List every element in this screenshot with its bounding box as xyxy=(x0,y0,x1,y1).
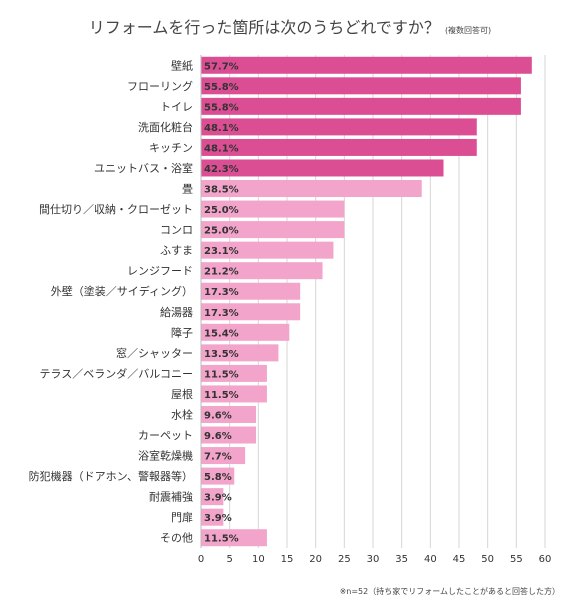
value-label: 42.3% xyxy=(204,164,239,175)
chart-title-block: リフォームを行った箇所は次のうちどれですか？ (複数回答可) xyxy=(0,14,580,38)
category-label: テラス／ベランダ／バルコニー xyxy=(39,366,193,380)
bar xyxy=(201,118,477,136)
category-label: 洗面化粧台 xyxy=(138,120,193,134)
value-label: 55.8% xyxy=(204,82,239,93)
bar xyxy=(201,323,290,341)
bar xyxy=(201,200,345,218)
x-tick-label: 40 xyxy=(424,554,437,565)
x-tick-label: 35 xyxy=(395,554,408,565)
category-label: 間仕切り／収納・クローゼット xyxy=(39,203,193,216)
category-label: 門扉 xyxy=(171,511,193,524)
value-label: 3.9% xyxy=(204,493,232,504)
bar xyxy=(201,77,521,95)
bar xyxy=(201,303,301,321)
bar xyxy=(201,529,267,547)
chart-title: リフォームを行った箇所は次のうちどれですか？ xyxy=(88,18,440,37)
category-label: 外壁（塗装／サイディング） xyxy=(51,284,193,298)
bar xyxy=(201,262,323,280)
bar xyxy=(201,180,422,198)
bar xyxy=(201,241,334,259)
category-label: その他 xyxy=(160,532,193,545)
chart-footnote: ※n=52（持ち家でリフォームしたことがあると回答した方） xyxy=(339,587,560,596)
value-label: 15.4% xyxy=(204,328,239,339)
bar xyxy=(201,426,257,444)
value-label: 5.8% xyxy=(204,472,232,483)
bar xyxy=(201,159,444,177)
value-label: 11.5% xyxy=(204,369,239,380)
category-label: 給湯器 xyxy=(160,305,193,319)
bar xyxy=(201,467,235,485)
bar xyxy=(201,508,224,526)
category-label: 窓／シャッター xyxy=(116,346,193,360)
bar xyxy=(201,138,477,156)
category-label: 防犯機器（ドアホン、警報器等） xyxy=(29,469,193,483)
category-label: 水栓 xyxy=(171,407,193,421)
x-tick-label: 10 xyxy=(252,554,265,565)
bar xyxy=(201,488,224,506)
x-tick-label: 15 xyxy=(281,554,294,565)
bar xyxy=(201,344,279,362)
category-label: 浴室乾燥機 xyxy=(138,449,193,463)
x-tick-label: 20 xyxy=(309,554,322,565)
bar xyxy=(201,97,521,115)
value-label: 17.3% xyxy=(204,287,239,298)
value-label: 38.5% xyxy=(204,185,239,196)
value-label: 21.2% xyxy=(204,267,239,278)
bar xyxy=(201,221,345,239)
value-label: 11.5% xyxy=(204,534,239,545)
value-label: 48.1% xyxy=(204,143,239,154)
category-label: フローリング xyxy=(127,79,193,93)
category-label: ユニットバス・浴室 xyxy=(94,161,193,175)
value-label: 57.7% xyxy=(204,61,239,72)
category-label: キッチン xyxy=(149,141,193,154)
value-label: 9.6% xyxy=(204,410,232,421)
value-label: 25.0% xyxy=(204,205,239,216)
bar xyxy=(201,385,267,403)
x-tick-label: 30 xyxy=(367,554,380,565)
x-tick-label: 5 xyxy=(226,554,232,565)
x-tick-label: 50 xyxy=(481,554,494,565)
value-label: 3.9% xyxy=(204,513,232,524)
x-tick-label: 45 xyxy=(453,554,466,565)
category-label: カーペット xyxy=(138,429,193,442)
chart-subtitle: (複数回答可) xyxy=(444,26,492,35)
x-tick-label: 60 xyxy=(539,554,552,565)
bar xyxy=(201,447,246,465)
value-label: 48.1% xyxy=(204,123,239,134)
bar xyxy=(201,56,532,74)
bar xyxy=(201,364,267,382)
category-label: 障子 xyxy=(171,325,193,339)
value-label: 7.7% xyxy=(204,452,232,463)
value-label: 9.6% xyxy=(204,431,232,442)
x-tick-label: 25 xyxy=(338,554,351,565)
category-label: 畳 xyxy=(182,183,193,196)
category-label: トイレ xyxy=(160,100,193,113)
value-label: 11.5% xyxy=(204,390,239,401)
bar xyxy=(201,405,257,423)
category-label: コンロ xyxy=(160,224,193,237)
x-tick-label: 55 xyxy=(510,554,523,565)
x-tick-label: 0 xyxy=(198,554,204,565)
value-label: 55.8% xyxy=(204,102,239,113)
value-label: 23.1% xyxy=(204,246,239,257)
category-label: レンジフード xyxy=(127,265,193,278)
category-label: ふすま xyxy=(160,244,193,257)
value-label: 17.3% xyxy=(204,308,239,319)
category-label: 屋根 xyxy=(171,387,193,401)
value-label: 13.5% xyxy=(204,349,239,360)
bar xyxy=(201,282,301,300)
value-label: 25.0% xyxy=(204,226,239,237)
category-label: 壁紙 xyxy=(171,58,193,72)
category-label: 耐震補強 xyxy=(149,491,193,504)
